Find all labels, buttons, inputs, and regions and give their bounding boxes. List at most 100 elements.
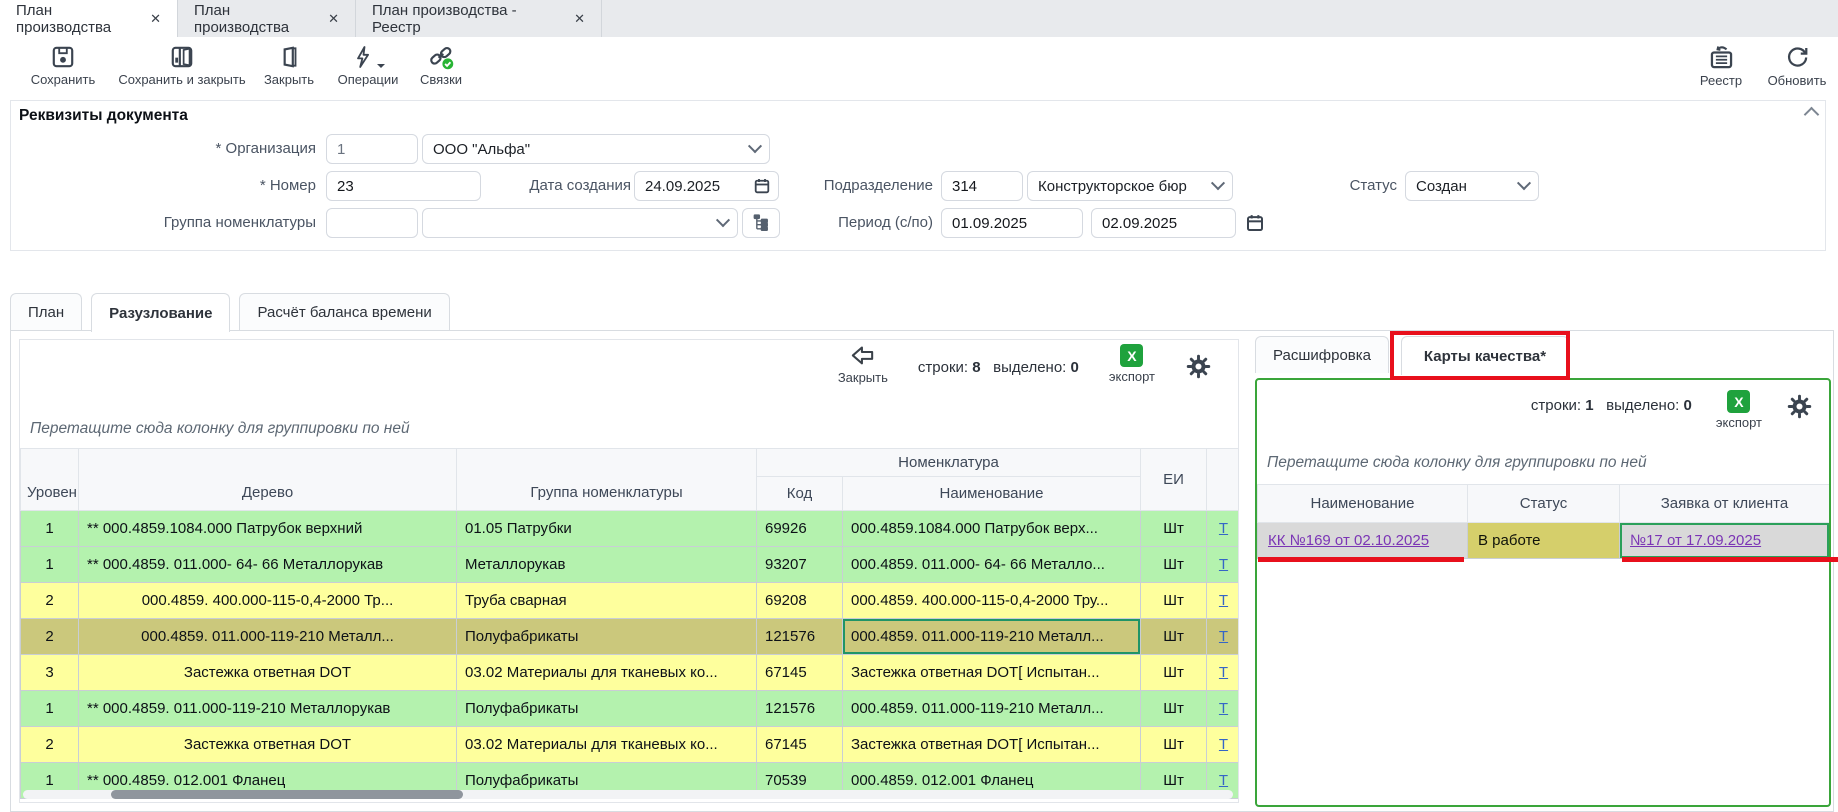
table-row[interactable]: 2 000.4859. 011.000-119-210 Металл... По… [21, 619, 1240, 655]
status-select[interactable]: Создан [1405, 171, 1539, 201]
status-label: Статус [1311, 171, 1397, 201]
organization-code-field[interactable] [326, 134, 418, 164]
app-window: План производства ✕ План производства ✕ … [0, 0, 1838, 812]
registry-button[interactable]: Реестр [1688, 44, 1754, 88]
table-row[interactable]: 1 ** 000.4859.1084.000 Патрубок верхний … [21, 511, 1240, 547]
t-link[interactable]: Т [1219, 772, 1228, 789]
table-row[interactable]: 1 ** 000.4859. 011.000- 64- 66 Металлору… [21, 547, 1240, 583]
header-nomenclature-group[interactable]: Номенклатура [757, 449, 1141, 477]
export-button[interactable]: X экспорт [1109, 344, 1155, 384]
cell-code: 93207 [757, 547, 843, 583]
grid-row-counts: строки: 8 выделено: 0 [918, 359, 1079, 376]
window-tab-registry[interactable]: План производства - Реестр ✕ [356, 0, 602, 37]
cell-name[interactable]: Застежка ответная DOT[ Испытан... [843, 655, 1141, 691]
links-label: Связки [420, 72, 462, 87]
table-row[interactable]: 3 Застежка ответная DOT 03.02 Материалы … [21, 655, 1240, 691]
horizontal-scrollbar[interactable] [23, 790, 1233, 799]
close-tab-icon[interactable]: ✕ [574, 11, 585, 27]
cell-name[interactable]: 000.4859. 011.000- 64- 66 Металло... [843, 547, 1141, 583]
scrollbar-thumb[interactable] [111, 790, 463, 799]
collapse-section-icon[interactable] [1804, 107, 1820, 123]
cell-tree[interactable]: ** 000.4859. 011.000-119-210 Металлорука… [79, 691, 457, 727]
cell-name[interactable]: 000.4859.1084.000 Патрубок верх... [843, 511, 1141, 547]
close-tab-icon[interactable]: ✕ [150, 11, 161, 27]
t-link[interactable]: Т [1219, 592, 1228, 609]
cell-tree[interactable]: Застежка ответная DOT [79, 655, 457, 691]
cell-name[interactable]: 000.4859. 400.000-115-0,4-2000 Тру... [843, 583, 1141, 619]
cell-unit: Шт [1141, 727, 1207, 763]
selected-label: выделено: [1606, 397, 1679, 414]
tab-time-balance[interactable]: Расчёт баланса времени [239, 293, 449, 330]
links-button[interactable]: Связки [412, 44, 470, 87]
number-field[interactable] [326, 171, 481, 201]
header-unit[interactable]: ЕИ [1141, 449, 1207, 511]
organization-select[interactable]: ООО "Альфа" [422, 134, 770, 164]
division-select[interactable]: Конструкторское бюр [1027, 171, 1233, 201]
table-header: Уровень Дерево Группа номенклатуры Номен… [21, 449, 1240, 511]
document-tab-bar: План Разузлование Расчёт баланса времени [10, 293, 450, 331]
header-tree[interactable]: Дерево [79, 449, 457, 511]
t-link[interactable]: Т [1219, 664, 1228, 681]
header-extra[interactable] [1207, 449, 1239, 511]
header-client-request[interactable]: Заявка от клиента [1620, 485, 1830, 523]
rows-count: 1 [1585, 397, 1593, 414]
cell-extra: Т [1207, 547, 1239, 583]
table-row[interactable]: КК №169 от 02.10.2025 В работе №17 от 17… [1258, 523, 1830, 559]
window-tab-plan-2[interactable]: План производства ✕ [178, 0, 356, 37]
table-row[interactable]: 2 000.4859. 400.000-115-0,4-2000 Тр... Т… [21, 583, 1240, 619]
cell-name[interactable]: Застежка ответная DOT[ Испытан... [843, 727, 1141, 763]
save-button[interactable]: Сохранить [18, 44, 108, 87]
quality-settings-button[interactable] [1786, 393, 1813, 424]
header-name[interactable]: Наименование [1258, 485, 1468, 523]
t-link[interactable]: Т [1219, 736, 1228, 753]
tab-plan[interactable]: План [10, 293, 82, 330]
tab-quality-cards[interactable]: Карты качества* [1401, 336, 1569, 375]
cell-tree[interactable]: ** 000.4859. 011.000- 64- 66 Металлорука… [79, 547, 457, 583]
cell-tree[interactable]: 000.4859. 400.000-115-0,4-2000 Тр... [79, 583, 457, 619]
cell-status: В работе [1468, 523, 1620, 559]
created-date-field[interactable]: 24.09.2025 [634, 171, 779, 201]
table-body: 1 ** 000.4859.1084.000 Патрубок верхний … [21, 511, 1240, 799]
cell-tree[interactable]: 000.4859. 011.000-119-210 Металл... [79, 619, 457, 655]
cell-name[interactable]: 000.4859. 011.000-119-210 Металл... [843, 619, 1141, 655]
cell-tree[interactable]: Застежка ответная DOT [79, 727, 457, 763]
cell-extra: Т [1207, 583, 1239, 619]
content-panel: Закрыть строки: 8 выделено: 0 X экспорт … [10, 330, 1834, 812]
operations-button[interactable]: Операции [332, 44, 404, 87]
period-from-field[interactable] [941, 208, 1083, 238]
t-link[interactable]: Т [1219, 628, 1228, 645]
header-nomgroup[interactable]: Группа номенклатуры [457, 449, 757, 511]
header-name[interactable]: Наименование [843, 477, 1141, 511]
rows-label: строки: [918, 359, 968, 376]
save-and-close-button[interactable]: Сохранить и закрыть [112, 44, 252, 87]
table-row[interactable]: 1 ** 000.4859. 011.000-119-210 Металлору… [21, 691, 1240, 727]
t-link[interactable]: Т [1219, 556, 1228, 573]
header-code[interactable]: Код [757, 477, 843, 511]
period-to-field[interactable] [1091, 208, 1236, 238]
tab-razuzlovanie[interactable]: Разузлование [91, 293, 230, 332]
window-tab-plan-1[interactable]: План производства ✕ [0, 0, 178, 37]
calendar-icon[interactable] [1245, 213, 1265, 233]
cell-tree[interactable]: ** 000.4859.1084.000 Патрубок верхний [79, 511, 457, 547]
close-label: Закрыть [264, 72, 314, 87]
t-link[interactable]: Т [1219, 700, 1228, 717]
division-code-field[interactable] [941, 171, 1023, 201]
header-level[interactable]: Уровень [21, 449, 79, 511]
tab-decode[interactable]: Расшифровка [1255, 336, 1389, 373]
cell-name[interactable]: 000.4859. 011.000-119-210 Металл... [843, 691, 1141, 727]
grid-close-button[interactable]: Закрыть [838, 344, 888, 385]
close-tab-icon[interactable]: ✕ [328, 11, 339, 27]
client-request-link[interactable]: №17 от 17.09.2025 [1630, 532, 1761, 549]
t-link[interactable]: Т [1219, 520, 1228, 537]
nomenclature-group-code-field[interactable] [326, 208, 418, 238]
quality-card-link[interactable]: КК №169 от 02.10.2025 [1268, 532, 1429, 549]
header-status[interactable]: Статус [1468, 485, 1620, 523]
cell-unit: Шт [1141, 511, 1207, 547]
refresh-button[interactable]: Обновить [1762, 44, 1832, 88]
table-row[interactable]: 2 Застежка ответная DOT 03.02 Материалы … [21, 727, 1240, 763]
close-button[interactable]: Закрыть [258, 44, 320, 87]
gear-icon [1786, 393, 1813, 420]
export-button[interactable]: X экспорт [1716, 390, 1762, 430]
grid-settings-button[interactable] [1185, 353, 1212, 384]
nomenclature-group-select[interactable] [422, 208, 738, 238]
